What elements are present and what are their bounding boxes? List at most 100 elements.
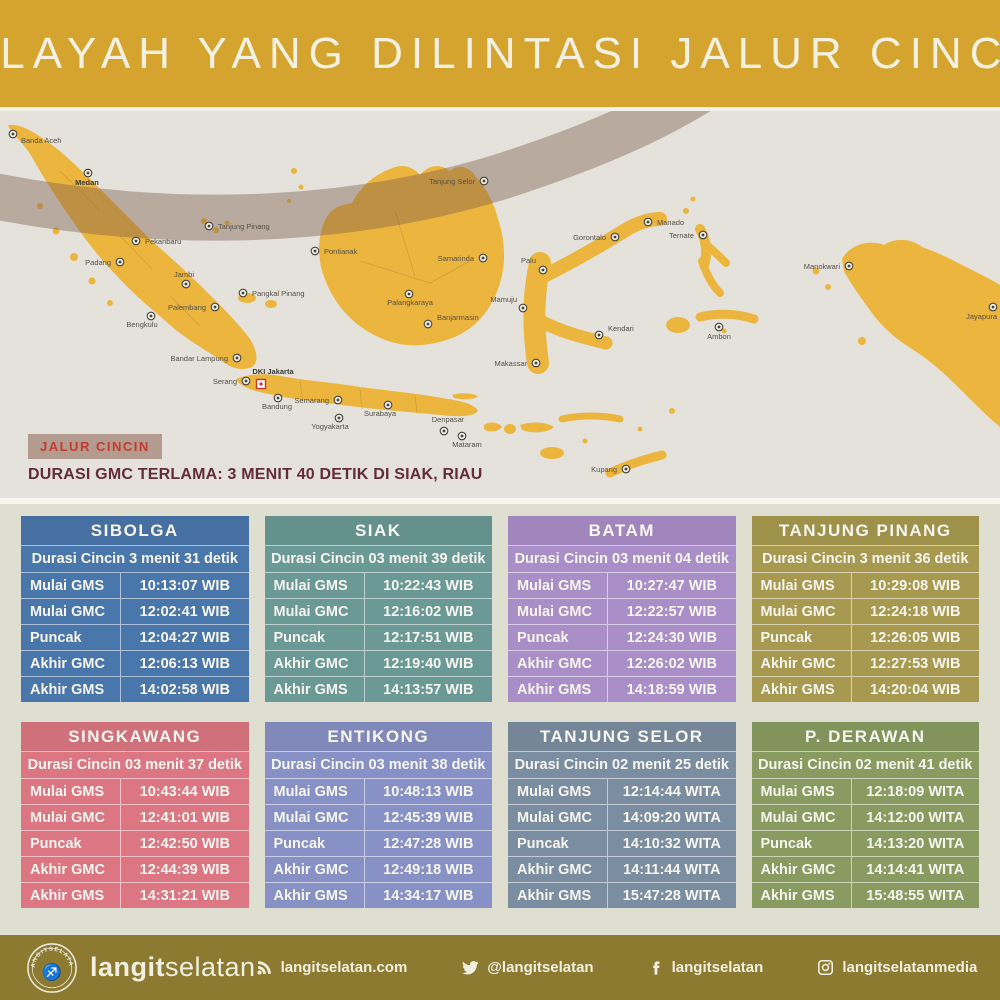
event-time: 14:31:21 WIB — [139, 887, 230, 904]
event-label: Mulai GMS — [508, 779, 609, 804]
event-label: Akhir GMS — [508, 677, 609, 702]
city-marker-semarang: Semarang — [294, 395, 343, 405]
event-label: Mulai GMS — [21, 779, 122, 804]
city-label: Bandar Lampung — [170, 354, 228, 363]
card-city-name: P. DERAWAN — [751, 722, 979, 752]
city-label: Semarang — [294, 396, 329, 405]
city-label: Medan — [75, 178, 99, 187]
footer-link-text: langitselatanmedia — [842, 959, 978, 976]
event-time: 12:17:51 WIB — [383, 629, 474, 646]
cards-grid: SIBOLGA Durasi Cincin 3 menit 31 detik Mul… — [21, 516, 979, 908]
event-label: Akhir GMS — [508, 883, 609, 908]
card-row: Puncak 12:24:30 WIB — [508, 625, 736, 651]
card-city-name: ENTIKONG — [264, 722, 492, 752]
eclipse-card: P. DERAWAN Durasi Cincin 02 menit 41 deti… — [751, 722, 979, 908]
city-marker-jambi: Jambi — [174, 270, 194, 289]
section-divider — [0, 498, 1000, 504]
event-label: Mulai GMC — [508, 599, 609, 624]
card-row: Akhir GMS 14:31:21 WIB — [21, 883, 249, 908]
city-marker-surabaya: Surabaya — [364, 400, 397, 418]
card-row: Mulai GMS 10:48:13 WIB — [264, 779, 492, 805]
province-borders — [59, 170, 471, 414]
event-label: Mulai GMC — [21, 805, 122, 830]
event-time: 12:26:02 WIB — [626, 655, 717, 672]
city-label: Serang — [213, 377, 237, 386]
event-label: Akhir GMS — [21, 677, 122, 702]
eclipse-cards-section: SIBOLGA Durasi Cincin 3 menit 31 detik Mul… — [0, 504, 1000, 935]
city-markers: Banda Aceh Medan Tanjung Pinang Pekanbaru Pa… — [8, 129, 998, 474]
city-marker-kupang: Kupang — [591, 464, 631, 474]
island-shapes — [8, 124, 1000, 478]
event-time: 12:24:18 WIB — [870, 603, 961, 620]
footer-link-instagram[interactable]: langitselatanmedia — [817, 959, 977, 976]
event-label: Puncak — [265, 625, 365, 650]
city-marker-gorontalo: Gorontalo — [573, 232, 620, 242]
event-label: Puncak — [508, 831, 609, 856]
city-label: Bandung — [262, 402, 292, 411]
city-marker-palembang: Palembang — [168, 302, 220, 312]
footer-link-rss[interactable]: langitselatan.com — [256, 959, 407, 976]
event-label: Mulai GMC — [265, 599, 365, 624]
event-label: Mulai GMC — [508, 805, 609, 830]
event-time: 14:13:57 WIB — [383, 681, 474, 698]
card-row: Puncak 12:47:28 WIB — [264, 831, 492, 857]
card-ring-duration: Durasi Cincin 03 menit 37 detik — [21, 752, 249, 779]
city-marker-bandung: Bandung — [262, 393, 292, 411]
card-row: Puncak 12:17:51 WIB — [264, 625, 492, 651]
card-row: Mulai GMS 12:18:09 WITA — [751, 779, 979, 805]
event-label: Akhir GMS — [265, 883, 365, 908]
eclipse-card: TANJUNG PINANG Durasi Cincin 3 menit 36 d… — [751, 516, 980, 702]
city-label: Gorontalo — [573, 233, 606, 242]
ring-path-legend: JALUR CINCIN DURASI GMC TERLAMA: 3 MENIT… — [28, 434, 482, 484]
city-marker-tanjung-pinang: Tanjung Pinang — [204, 221, 270, 231]
card-city-name: TANJUNG SELOR — [508, 722, 736, 752]
city-label: Ternate — [669, 231, 694, 240]
card-ring-duration: Durasi Cincin 3 menit 36 detik — [751, 546, 979, 573]
city-marker-makassar: Makassar — [494, 358, 541, 368]
card-ring-duration: Durasi Cincin 03 menit 39 detik — [264, 546, 492, 573]
card-row: Akhir GMC 12:27:53 WIB — [751, 651, 979, 677]
rss-icon — [256, 959, 273, 976]
city-label: Pekanbaru — [145, 237, 181, 246]
brand: LANGITSELATAN ♐ langitselatan — [26, 942, 256, 994]
card-row: Akhir GMC 14:11:44 WITA — [508, 857, 736, 883]
eclipse-card: SIAK Durasi Cincin 03 menit 39 detik Mulai… — [264, 516, 493, 702]
event-time: 12:16:02 WIB — [383, 603, 474, 620]
event-time: 14:09:20 WITA — [622, 809, 721, 826]
city-marker-yogyakarta: Yogyakarta — [311, 413, 349, 431]
card-row: Akhir GMC 12:19:40 WIB — [264, 651, 492, 677]
event-time: 14:11:44 WITA — [623, 861, 721, 878]
event-label: Akhir GMC — [265, 857, 365, 882]
event-label: Puncak — [752, 625, 852, 650]
card-city-name: SINGKAWANG — [21, 722, 249, 752]
card-row: Akhir GMS 14:18:59 WIB — [508, 677, 736, 702]
card-row: Akhir GMS 14:02:58 WIB — [21, 677, 249, 702]
event-label: Mulai GMS — [265, 573, 365, 598]
card-row: Mulai GMC 12:16:02 WIB — [264, 599, 492, 625]
footer-link-twitter[interactable]: @langitselatan — [461, 959, 594, 977]
city-label: Surabaya — [364, 409, 397, 418]
card-row: Puncak 12:26:05 WIB — [751, 625, 979, 651]
event-label: Puncak — [21, 625, 122, 650]
city-marker-banda-aceh: Banda Aceh — [8, 129, 61, 145]
city-label: Pangkal Pinang — [252, 289, 305, 298]
event-label: Akhir GMS — [752, 677, 852, 702]
city-marker-tanjung-selor: Tanjung Selor — [429, 176, 489, 186]
event-label: Akhir GMC — [508, 651, 609, 676]
page-title: WILAYAH YANG DILINTASI JALUR CINCIN — [0, 28, 1000, 78]
city-label: Mamuju — [490, 295, 517, 304]
card-row: Akhir GMS 14:20:04 WIB — [752, 677, 980, 702]
event-time: 12:27:53 WIB — [870, 655, 961, 672]
city-marker-palu: Palu — [521, 256, 548, 275]
city-marker-ternate: Ternate — [669, 230, 708, 240]
footer-link-facebook[interactable]: langitselatan — [648, 959, 763, 976]
card-row: Mulai GMS 10:22:43 WIB — [264, 573, 492, 599]
card-city-name: SIAK — [264, 516, 492, 546]
city-label: Manokwari — [804, 262, 841, 271]
city-label: Kupang — [591, 465, 617, 474]
event-label: Mulai GMC — [752, 599, 852, 624]
card-row: Akhir GMS 14:13:57 WIB — [265, 677, 493, 702]
event-time: 12:45:39 WIB — [383, 809, 474, 826]
card-ring-duration: Durasi Cincin 3 menit 31 detik — [21, 546, 249, 573]
